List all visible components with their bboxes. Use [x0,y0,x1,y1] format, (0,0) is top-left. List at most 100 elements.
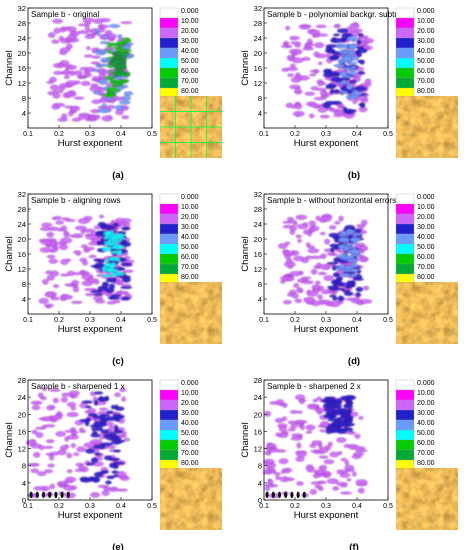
y-tick-label: 24 [254,34,262,43]
heatmap-cell [343,291,354,296]
x-tick-label: 0.2 [54,503,64,510]
heatmap-cell [91,99,101,104]
heatmap-cell [88,254,97,259]
heatmap-cell [353,451,364,457]
heatmap-cell [106,410,114,415]
heatmap-cell [105,268,116,272]
heatmap-contours [278,213,373,307]
y-tick-label: 28 [18,376,26,385]
heatmap-cell [90,492,101,498]
heatmap-cell [51,39,60,44]
heatmap-cell [57,63,65,68]
heatmap-cell [290,410,299,414]
heatmap-cell [280,276,290,281]
heatmap-cell [67,38,80,43]
heatmap-cell [307,248,320,254]
y-tick-label: 8 [22,462,26,471]
heatmap-cell [93,391,104,395]
heatmap-cell [319,114,330,119]
heatmap-cell [97,221,107,227]
heatmap-cell [337,295,345,302]
heatmap-cell [82,17,95,23]
heatmap-cell [106,42,114,48]
heatmap-cell [351,65,357,69]
heatmap-cell [52,18,63,24]
y-tick-label: 4 [258,295,262,304]
heatmap-cell [291,57,304,64]
heatmap-cell [301,280,314,285]
heatmap-cell [315,24,327,28]
heatmap-cell [44,445,54,449]
chart-panel: Sample b - sharpened 2 x 0.1 0.2 0.3 0.4 0.5 0… [240,376,459,550]
heatmap-cell [103,34,109,40]
heatmap-cell [108,24,121,28]
x-tick-label: 0.3 [85,503,95,510]
heatmap-cell [335,416,343,423]
y-tick-label: 20 [254,49,262,58]
heatmap-cell [308,220,316,227]
heatmap-cell [297,239,302,243]
heatmap-cell [352,277,364,281]
heatmap-cell [336,428,347,434]
heatmap-cell [318,455,329,459]
legend-swatch [159,67,179,79]
legend-label: 20.00 [417,28,435,35]
x-tick-label: 0.3 [321,317,331,324]
heatmap-cell [31,405,41,411]
heatmap-cell [357,36,367,40]
heatmap-cell [349,109,357,113]
legend-label: 60.00 [181,254,199,261]
heatmap-cell [264,451,272,454]
heatmap-cell [350,273,358,277]
heatmap-cell [332,486,340,491]
legend-swatch [395,253,415,265]
heatmap-cell [59,445,69,451]
heatmap-cell [338,264,345,270]
heatmap-cell [116,250,123,256]
heatmap-cell [330,76,343,83]
y-tick-label: 32 [18,190,26,199]
heatmap-cell [71,117,82,122]
heatmap-cell [74,96,85,100]
heatmap-cell [338,215,344,222]
heatmap-cell [44,292,55,298]
heatmap-cell [319,264,331,270]
heatmap-cell [280,469,286,474]
heatmap-cell [336,28,349,34]
heatmap-cell [110,440,122,445]
heatmap-cell [89,116,97,120]
y-tick-label: 24 [254,393,262,402]
heatmap-cell [102,281,109,286]
heatmap-cell [80,81,91,86]
heatmap-cell [45,270,53,275]
heatmap-cell [361,41,367,47]
heatmap-cell [333,110,345,115]
legend-label: 50.00 [181,244,199,251]
heatmap-cell [49,451,60,456]
heatmap-cell [91,55,101,59]
y-tick-label: 16 [254,64,262,73]
legend-label: 70.00 [417,450,435,457]
heatmap-cell [319,90,328,97]
heatmap-cell [84,420,90,427]
legend-label: 30.00 [181,224,199,231]
chart-title: Sample b - aligning rows [31,196,121,205]
chart-panel: Sample b - original 0.1 0.2 0.3 0.4 0.5 4 8 12 16… [4,4,223,181]
heatmap-cell [303,297,315,304]
heatmap-cell [97,287,107,292]
chart-title: Sample b - without horizontal errors [267,196,396,205]
heatmap-cell [60,294,73,300]
heatmap-cell [60,225,67,232]
heatmap-cell [323,459,335,465]
y-tick-label: 28 [254,19,262,28]
heatmap-cell [281,416,288,422]
heatmap-cell [53,284,60,288]
y-tick-label: 24 [18,393,26,402]
legend-label: 80.00 [417,460,435,467]
legend-swatch [159,399,179,411]
legend-swatch [159,77,179,89]
heatmap-cell [267,443,277,448]
heatmap-cell [339,473,351,478]
legend-label: 70.00 [181,450,199,457]
legend-swatch [159,57,179,69]
